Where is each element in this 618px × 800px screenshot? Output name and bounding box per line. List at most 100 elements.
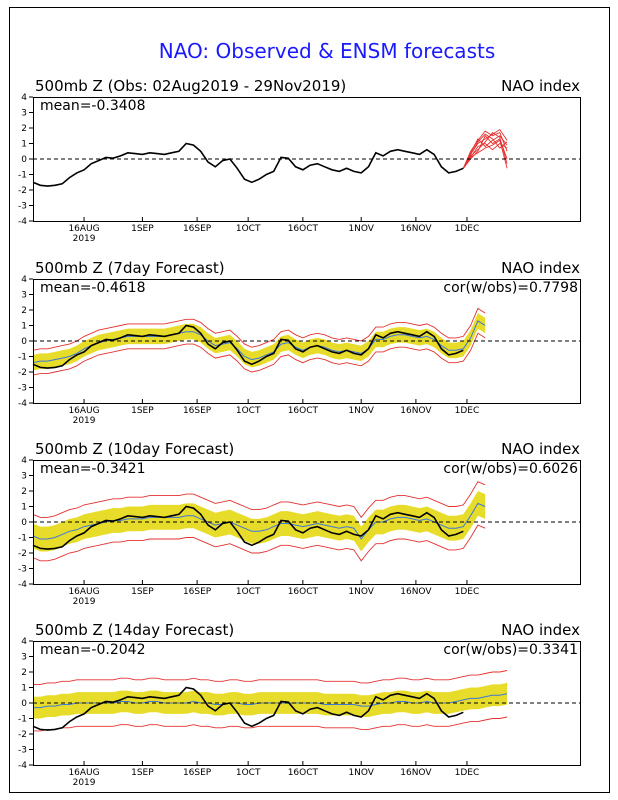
y-tick-label: 1	[21, 684, 27, 694]
spread-band	[33, 491, 486, 552]
panel-0: 500mb Z (Obs: 02Aug2019 - 29Nov2019) NAO …	[18, 77, 581, 244]
panel-index-label: NAO index	[501, 440, 580, 458]
upper-extreme-line	[32, 307, 486, 351]
y-tick-label: -3	[18, 565, 27, 575]
panel-cor-text: cor(w/obs)=0.3341	[443, 642, 578, 658]
panel-mean-text: mean=-0.2042	[40, 642, 145, 658]
lower-extreme-line	[33, 716, 508, 732]
x-tick-label: 16AUG	[68, 406, 99, 416]
x-tick-label: 16AUG	[68, 587, 99, 597]
x-tick-label: 1OCT	[236, 406, 261, 416]
y-tick-label: -2	[18, 730, 27, 740]
panel-mean-text: mean=-0.4618	[40, 280, 145, 296]
x-year-label: 2019	[73, 597, 96, 607]
x-tick-label: 1SEP	[131, 224, 154, 234]
y-tick-label: 0	[21, 155, 27, 165]
spread-band	[33, 682, 508, 719]
y-tick-label: 1	[21, 503, 27, 513]
y-tick-label: 3	[21, 472, 27, 482]
observed-line	[32, 324, 464, 369]
observed-line	[32, 142, 464, 187]
y-tick-label: -1	[18, 171, 27, 181]
upper-extreme-line	[33, 670, 508, 685]
lower-extreme-line	[32, 524, 486, 562]
panel-2: 500mb Z (10day Forecast) NAO index mean=-0…	[18, 440, 581, 607]
x-year-label: 2019	[73, 416, 96, 426]
panel-title: 500mb Z (7day Forecast)	[35, 259, 225, 277]
y-tick-label: -2	[18, 186, 27, 196]
y-tick-label: 4	[21, 637, 27, 647]
y-tick-label: -3	[18, 746, 27, 756]
panel-cor-text: cor(w/obs)=0.7798	[443, 280, 578, 296]
x-tick-label: 16OCT	[288, 406, 319, 416]
x-tick-label: 1SEP	[131, 768, 154, 778]
y-tick-label: -4	[18, 580, 27, 590]
x-tick-label: 1NOV	[348, 406, 374, 416]
y-tick-label: 2	[21, 124, 27, 134]
y-tick-label: 2	[21, 487, 27, 497]
x-year-label: 2019	[73, 778, 96, 788]
x-tick-label: 16OCT	[288, 587, 319, 597]
x-tick-label: 16NOV	[400, 406, 432, 416]
y-tick-label: -3	[18, 202, 27, 212]
plot-frame	[33, 279, 581, 404]
lower-extreme-line	[32, 332, 486, 376]
x-tick-label: 16AUG	[68, 768, 99, 778]
x-tick-label: 1DEC	[455, 587, 480, 597]
x-tick-label: 1OCT	[236, 587, 261, 597]
x-tick-label: 16NOV	[400, 768, 432, 778]
y-tick-label: 3	[21, 653, 27, 663]
panel-cor-text: cor(w/obs)=0.6026	[443, 461, 578, 477]
x-tick-label: 16NOV	[400, 587, 432, 597]
x-tick-label: 16SEP	[183, 406, 212, 416]
plot-frame	[33, 641, 581, 766]
x-tick-label: 1SEP	[131, 587, 154, 597]
y-tick-label: 3	[21, 109, 27, 119]
x-tick-label: 16OCT	[288, 224, 319, 234]
y-tick-label: 4	[21, 456, 27, 466]
x-tick-label: 16AUG	[68, 224, 99, 234]
plot-frame	[33, 97, 581, 222]
upper-extreme-line	[32, 481, 486, 519]
panel-index-label: NAO index	[501, 259, 580, 277]
x-tick-label: 1DEC	[455, 406, 480, 416]
figure-border	[9, 7, 610, 793]
x-tick-label: 16SEP	[183, 768, 212, 778]
x-tick-label: 16SEP	[183, 224, 212, 234]
panel-3: 500mb Z (14day Forecast) NAO index mean=-0…	[18, 621, 581, 788]
y-tick-label: 2	[21, 306, 27, 316]
y-tick-label: -2	[18, 368, 27, 378]
x-tick-label: 16OCT	[288, 768, 319, 778]
y-tick-label: -2	[18, 549, 27, 559]
x-tick-label: 1NOV	[348, 768, 374, 778]
panel-title: 500mb Z (14day Forecast)	[35, 621, 234, 639]
y-tick-label: -4	[18, 217, 27, 227]
y-tick-label: 4	[21, 93, 27, 103]
ensemble-member-line	[462, 139, 508, 169]
x-tick-label: 1DEC	[455, 224, 480, 234]
ensemble-member-line	[462, 133, 508, 169]
y-tick-label: -3	[18, 384, 27, 394]
x-tick-label: 1OCT	[236, 224, 261, 234]
y-tick-label: -1	[18, 715, 27, 725]
panel-index-label: NAO index	[501, 621, 580, 639]
y-tick-label: 0	[21, 699, 27, 709]
y-tick-label: -1	[18, 353, 27, 363]
x-tick-label: 1DEC	[455, 768, 480, 778]
x-tick-label: 1NOV	[348, 224, 374, 234]
panel-1: 500mb Z (7day Forecast) NAO index mean=-0.…	[18, 259, 581, 426]
y-tick-label: -4	[18, 399, 27, 409]
y-tick-label: -1	[18, 534, 27, 544]
panel-mean-text: mean=-0.3421	[40, 461, 145, 477]
panel-title: 500mb Z (Obs: 02Aug2019 - 29Nov2019)	[35, 77, 346, 95]
y-tick-label: 1	[21, 140, 27, 150]
observed-line	[32, 505, 464, 550]
panel-mean-text: mean=-0.3408	[40, 98, 145, 114]
ensemble-member-line	[462, 135, 508, 169]
x-tick-label: 1NOV	[348, 587, 374, 597]
figure-title: NAO: Observed & ENSM forecasts	[159, 39, 496, 63]
y-tick-label: 3	[21, 291, 27, 301]
panel-index-label: NAO index	[501, 77, 580, 95]
y-tick-label: -4	[18, 761, 27, 771]
